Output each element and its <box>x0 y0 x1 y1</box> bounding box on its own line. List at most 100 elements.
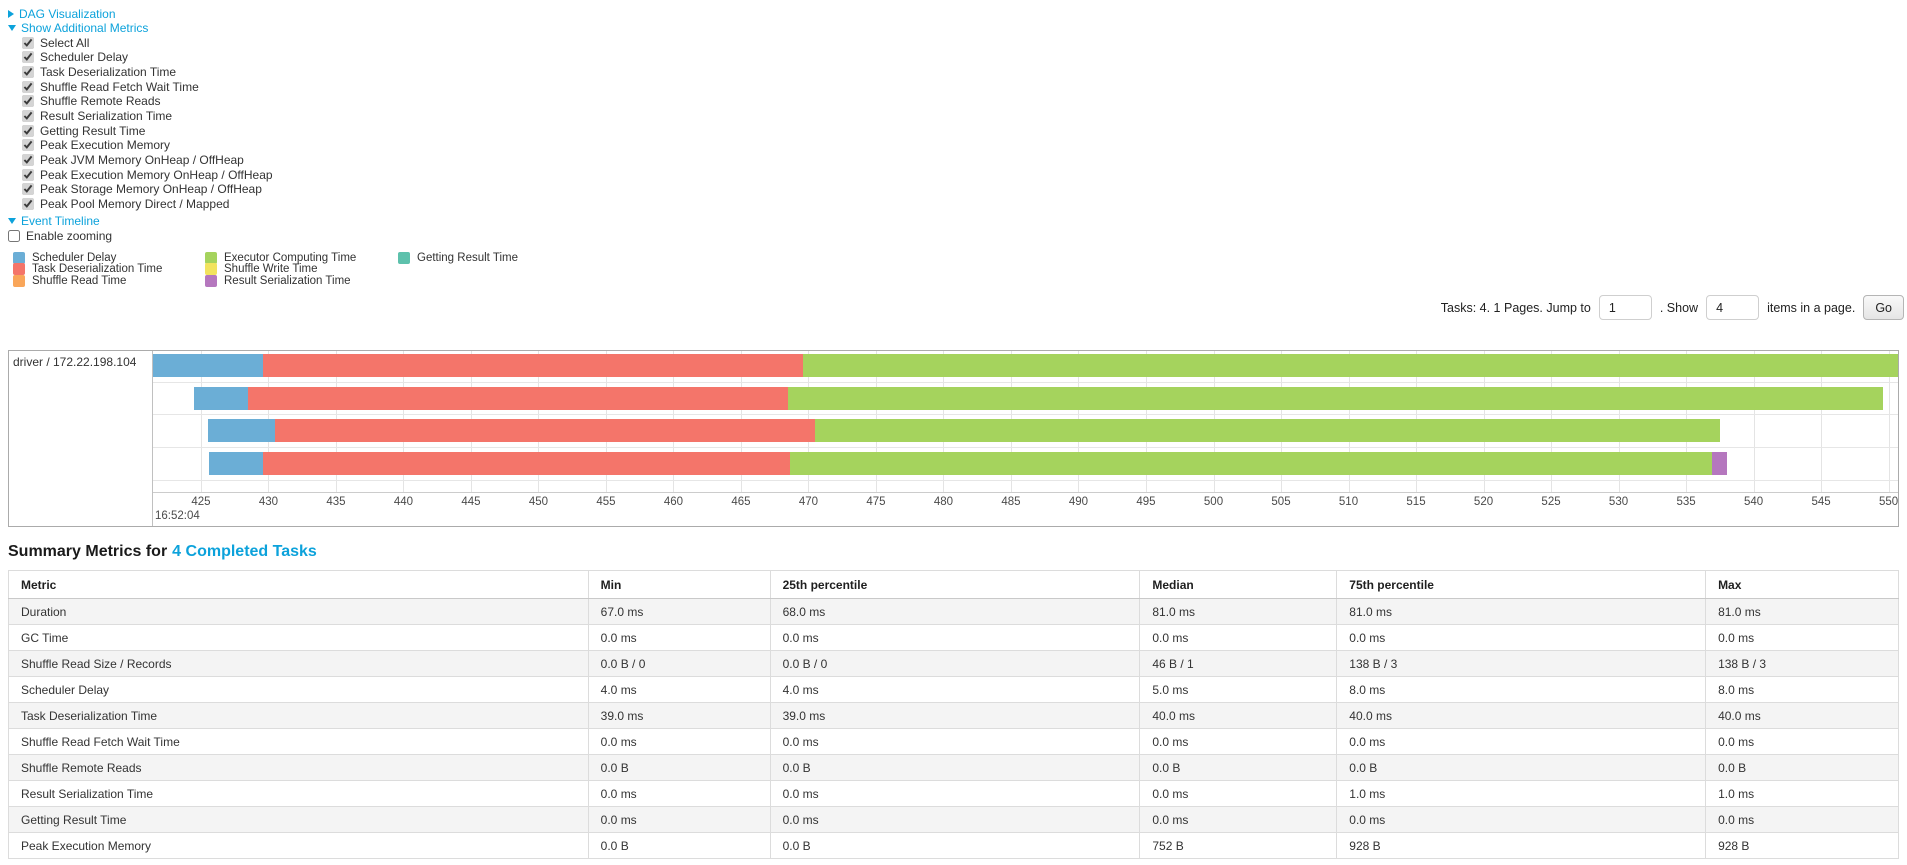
metric-checkbox-label: Peak JVM Memory OnHeap / OffHeap <box>40 153 244 168</box>
task-bar-result_serialization[interactable] <box>1711 451 1727 475</box>
metric-checkbox[interactable] <box>22 66 34 79</box>
metric-name-cell: Shuffle Remote Reads <box>8 754 589 781</box>
metric-checkbox[interactable] <box>22 95 34 108</box>
metric-checkbox-label: Peak Pool Memory Direct / Mapped <box>40 197 230 212</box>
event-timeline-toggle[interactable]: Event Timeline <box>8 213 100 228</box>
timeline-row-separator <box>153 479 1898 481</box>
show-text: . Show <box>1659 300 1699 315</box>
legend-label: Shuffle Read Time <box>32 274 127 287</box>
metric-checkbox-row: Result Serialization Time <box>22 109 273 124</box>
metric-value-cell: 0.0 ms <box>1139 780 1338 807</box>
task-bar-task_deserialization[interactable] <box>263 354 804 377</box>
table-header-row: Metric Min 25th percentile Median 75th perce… <box>8 570 1899 599</box>
metric-value-cell: 0.0 ms <box>1336 806 1707 833</box>
metric-checkbox-row: Peak Storage Memory OnHeap / OffHeap <box>22 182 273 197</box>
metric-checkbox-label: Scheduler Delay <box>40 50 129 65</box>
task-bar-task_deserialization[interactable] <box>275 419 816 443</box>
task-bar-scheduler_delay[interactable] <box>194 386 249 410</box>
metric-checkbox-label: Getting Result Time <box>40 123 146 138</box>
axis-start-time-label: 16:52:04 <box>155 510 200 522</box>
enable-zooming-label: Enable zooming <box>26 229 113 243</box>
task-bar-scheduler_delay[interactable] <box>153 354 264 377</box>
metric-value-cell: 928 B <box>1705 832 1899 859</box>
metric-value-cell: 8.0 ms <box>1705 676 1899 703</box>
axis-gridline <box>1753 351 1755 492</box>
metric-value-cell: 40.0 ms <box>1139 702 1338 729</box>
timeline-row-separator <box>153 414 1898 416</box>
metric-value-cell: 0.0 ms <box>769 728 1141 755</box>
dag-visualization-label: DAG Visualization <box>19 6 116 21</box>
executor_computing-swatch-icon <box>205 251 217 264</box>
metric-value-cell: 0.0 ms <box>769 806 1141 833</box>
metric-checkbox[interactable] <box>22 198 34 211</box>
metric-value-cell: 39.0 ms <box>587 702 771 729</box>
metric-checkbox-label: Shuffle Remote Reads <box>40 94 161 109</box>
metric-checkbox[interactable] <box>22 80 34 93</box>
items-per-page-input[interactable] <box>1706 295 1760 320</box>
enable-zooming-checkbox[interactable] <box>8 230 20 242</box>
metric-checkbox[interactable] <box>22 154 34 167</box>
metric-checkbox-row: Peak Pool Memory Direct / Mapped <box>22 197 273 212</box>
legend-label: Scheduler Delay <box>32 251 117 264</box>
column-header: 75th percentile <box>1336 570 1707 599</box>
legend-label: Executor Computing Time <box>224 251 357 264</box>
table-row: Task Deserialization Time 39.0 ms 39.0 ms 4… <box>8 702 1899 729</box>
table-row: Shuffle Read Fetch Wait Time 0.0 ms 0.0 ms… <box>8 728 1899 755</box>
metric-checkbox-row: Peak Execution Memory OnHeap / OffHeap <box>22 167 273 182</box>
completed-tasks-link[interactable]: 4 Completed Tasks <box>172 543 317 560</box>
axis-tick-label: 430 <box>258 496 279 508</box>
task-bar-scheduler_delay[interactable] <box>209 451 264 475</box>
metric-value-cell: 81.0 ms <box>1139 598 1338 625</box>
metric-checkbox[interactable] <box>22 124 34 137</box>
jump-to-page-input[interactable] <box>1598 295 1652 320</box>
metric-name-cell: Result Serialization Time <box>8 780 589 807</box>
axis-tick-label: 460 <box>663 496 684 508</box>
axis-tick-label: 510 <box>1338 496 1359 508</box>
table-row: Shuffle Read Size / Records 0.0 B / 0 0.0 … <box>8 650 1899 677</box>
metric-checkbox[interactable] <box>22 183 34 196</box>
axis-tick-label: 435 <box>326 496 346 508</box>
metric-value-cell: 1.0 ms <box>1336 780 1707 807</box>
metric-value-cell: 0.0 ms <box>1336 728 1707 755</box>
metric-value-cell: 928 B <box>1336 832 1707 859</box>
metric-value-cell: 0.0 ms <box>1139 806 1338 833</box>
metric-value-cell: 0.0 B / 0 <box>769 650 1141 677</box>
axis-tick-label: 530 <box>1608 496 1629 508</box>
executor-label: driver / 172.22.198.104 <box>13 355 137 369</box>
tasks-count-text: Tasks: 4. 1 Pages. Jump to <box>1440 300 1591 315</box>
table-row: Peak Execution Memory 0.0 B 0.0 B 752 B 928 … <box>8 832 1899 859</box>
event-timeline-chart: driver / 172.22.198.104 16:52:04 425 430 4… <box>8 350 1899 527</box>
go-button[interactable]: Go <box>1863 295 1904 320</box>
task-bar-scheduler_delay[interactable] <box>207 419 276 443</box>
task-bar-executor_computing[interactable] <box>815 419 1720 443</box>
legend-label: Result Serialization Time <box>224 274 351 287</box>
metric-value-cell: 8.0 ms <box>1336 676 1707 703</box>
legend-item: Result Serialization Time <box>205 274 356 287</box>
metric-value-cell: 0.0 ms <box>769 780 1141 807</box>
metric-value-cell: 40.0 ms <box>1336 702 1707 729</box>
dag-visualization-toggle[interactable]: DAG Visualization <box>8 6 116 21</box>
task-bar-executor_computing[interactable] <box>789 451 1712 475</box>
table-row: Getting Result Time 0.0 ms 0.0 ms 0.0 ms 0.0… <box>8 806 1899 833</box>
metric-checkbox-label: Peak Storage Memory OnHeap / OffHeap <box>40 182 262 197</box>
metric-checkbox[interactable] <box>22 51 34 64</box>
show-additional-metrics-toggle[interactable]: Show Additional Metrics <box>8 21 148 36</box>
task-bar-task_deserialization[interactable] <box>263 451 790 475</box>
metric-checkbox[interactable] <box>22 110 34 123</box>
metric-value-cell: 0.0 ms <box>587 806 771 833</box>
summary-metrics-title: Summary Metrics for 4 Completed Tasks <box>8 543 317 561</box>
column-header: 25th percentile <box>769 570 1141 599</box>
task-bar-executor_computing[interactable] <box>788 386 1884 410</box>
metric-checkbox[interactable] <box>22 168 34 181</box>
column-header: Metric <box>8 570 589 599</box>
legend-item: Shuffle Read Time <box>13 274 162 287</box>
metric-checkbox[interactable] <box>22 139 34 152</box>
metric-value-cell: 0.0 ms <box>1705 624 1899 651</box>
metric-checkbox[interactable] <box>22 36 34 49</box>
timeline-row-separator <box>153 381 1898 383</box>
timeline-axis: 16:52:04 425 430 435 440 445 450 455 460 465 470 4… <box>153 492 1898 526</box>
task-bar-executor_computing[interactable] <box>803 354 1898 377</box>
task-bar-task_deserialization[interactable] <box>248 386 789 410</box>
metric-value-cell: 1.0 ms <box>1705 780 1899 807</box>
metric-value-cell: 138 B / 3 <box>1705 650 1899 677</box>
